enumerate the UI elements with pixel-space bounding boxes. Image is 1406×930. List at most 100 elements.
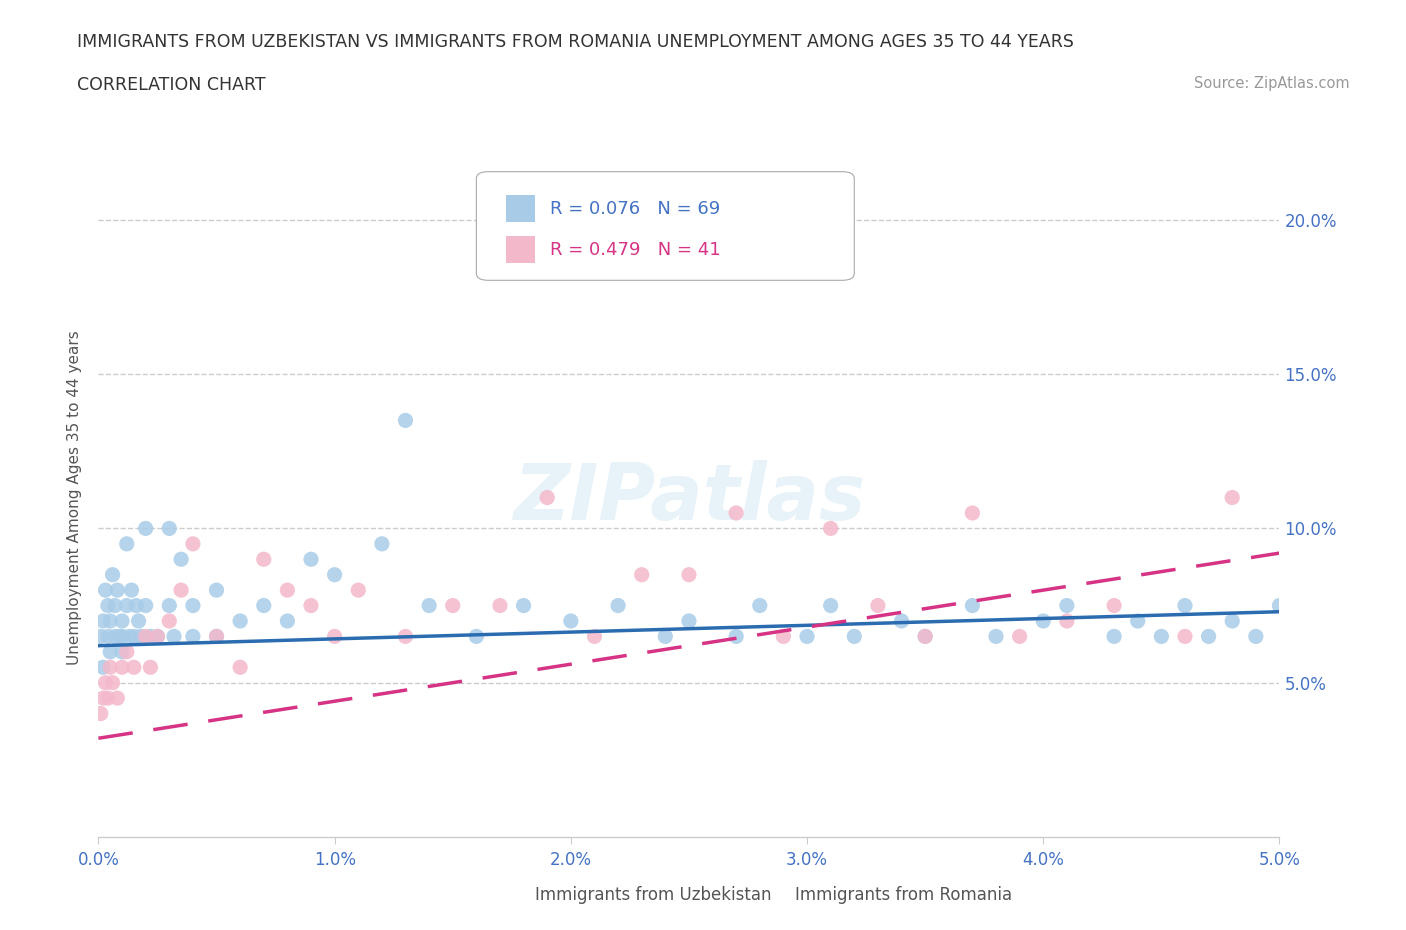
Point	[139, 629, 162, 644]
Point	[536, 490, 558, 505]
Text: Source: ZipAtlas.com: Source: ZipAtlas.com	[1194, 76, 1350, 91]
Point	[866, 598, 889, 613]
Point	[94, 583, 117, 598]
Point	[104, 629, 127, 644]
Point	[678, 567, 700, 582]
Point	[1244, 629, 1267, 644]
Point	[725, 629, 748, 644]
Point	[97, 598, 120, 613]
Point	[678, 614, 700, 629]
Point	[820, 521, 842, 536]
Text: R = 0.076   N = 69: R = 0.076 N = 69	[550, 200, 720, 218]
Point	[583, 629, 606, 644]
Point	[157, 598, 180, 613]
Point	[115, 644, 138, 659]
Point	[118, 629, 141, 644]
Point	[181, 629, 204, 644]
Point	[146, 629, 169, 644]
Point	[105, 583, 128, 598]
Point	[489, 598, 512, 613]
Point	[654, 629, 676, 644]
Point	[108, 629, 131, 644]
Point	[772, 629, 794, 644]
Point	[323, 567, 346, 582]
Point	[796, 629, 818, 644]
Point	[90, 629, 112, 644]
FancyBboxPatch shape	[501, 883, 526, 907]
Point	[157, 614, 180, 629]
Point	[984, 629, 1007, 644]
Point	[1056, 598, 1078, 613]
FancyBboxPatch shape	[506, 195, 536, 222]
Point	[1150, 629, 1173, 644]
Point	[90, 706, 112, 721]
Point	[299, 551, 322, 566]
Point	[820, 598, 842, 613]
Point	[725, 506, 748, 521]
Text: Immigrants from Romania: Immigrants from Romania	[796, 885, 1012, 904]
Point	[181, 598, 204, 613]
Point	[205, 583, 228, 598]
Point	[748, 598, 770, 613]
Point	[229, 614, 252, 629]
Point	[139, 660, 162, 675]
Point	[125, 598, 148, 613]
Point	[122, 629, 145, 644]
Point	[111, 660, 134, 675]
Point	[111, 614, 134, 629]
Point	[115, 537, 138, 551]
Text: CORRELATION CHART: CORRELATION CHART	[77, 76, 266, 94]
Point	[1056, 614, 1078, 629]
Point	[128, 614, 150, 629]
Point	[253, 598, 276, 613]
FancyBboxPatch shape	[477, 172, 855, 280]
Text: R = 0.479   N = 41: R = 0.479 N = 41	[550, 241, 720, 259]
Point	[418, 598, 440, 613]
Point	[394, 629, 416, 644]
Point	[1102, 629, 1125, 644]
Point	[97, 629, 120, 644]
Point	[170, 583, 193, 598]
Point	[111, 629, 134, 644]
Point	[276, 583, 298, 598]
Point	[276, 614, 298, 629]
Point	[104, 598, 127, 613]
Point	[181, 537, 204, 551]
Point	[1220, 490, 1243, 505]
Point	[512, 598, 534, 613]
Point	[1174, 629, 1197, 644]
Point	[560, 614, 582, 629]
Point	[323, 629, 346, 644]
Point	[101, 675, 124, 690]
Point	[91, 614, 114, 629]
Point	[1126, 614, 1149, 629]
Point	[1198, 629, 1220, 644]
Point	[98, 614, 121, 629]
Point	[229, 660, 252, 675]
Point	[914, 629, 936, 644]
Point	[101, 567, 124, 582]
Point	[465, 629, 488, 644]
Point	[121, 583, 143, 598]
Point	[1032, 614, 1054, 629]
Point	[91, 691, 114, 706]
Point	[135, 629, 157, 644]
FancyBboxPatch shape	[506, 236, 536, 263]
Point	[630, 567, 652, 582]
Text: Immigrants from Uzbekistan: Immigrants from Uzbekistan	[536, 885, 772, 904]
Text: ZIPatlas: ZIPatlas	[513, 459, 865, 536]
Point	[135, 598, 157, 613]
Point	[157, 521, 180, 536]
Point	[1174, 598, 1197, 613]
Point	[844, 629, 866, 644]
Point	[115, 598, 138, 613]
Point	[253, 551, 276, 566]
Point	[1008, 629, 1031, 644]
Point	[105, 691, 128, 706]
Point	[163, 629, 186, 644]
Point	[394, 413, 416, 428]
Point	[98, 644, 121, 659]
Point	[97, 691, 120, 706]
Point	[890, 614, 912, 629]
Y-axis label: Unemployment Among Ages 35 to 44 years: Unemployment Among Ages 35 to 44 years	[67, 330, 83, 665]
